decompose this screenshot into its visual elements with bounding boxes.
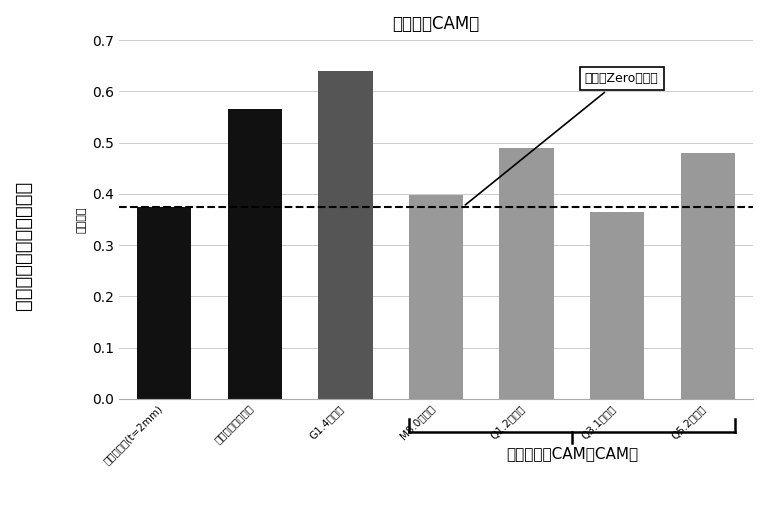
Text: 熱抵抗Zeroライン: 熱抵抗Zeroライン: [465, 72, 658, 205]
Bar: [409, 196, 463, 399]
Y-axis label: 熱抵抗値: 熱抵抗値: [77, 206, 87, 233]
Bar: [590, 212, 644, 399]
Bar: [680, 153, 735, 399]
Text: 優れた低熱抵抗性を示す: 優れた低熱抵抗性を示す: [14, 181, 32, 310]
Bar: [227, 109, 282, 399]
Bar: [499, 148, 554, 399]
Text: 熱抵抗低減CAM剤CAM剤: 熱抵抗低減CAM剤CAM剤: [506, 446, 638, 462]
Bar: [318, 71, 372, 399]
Title: 低熱抵抗CAM剤: 低熱抵抗CAM剤: [392, 15, 479, 33]
Bar: [137, 207, 191, 399]
